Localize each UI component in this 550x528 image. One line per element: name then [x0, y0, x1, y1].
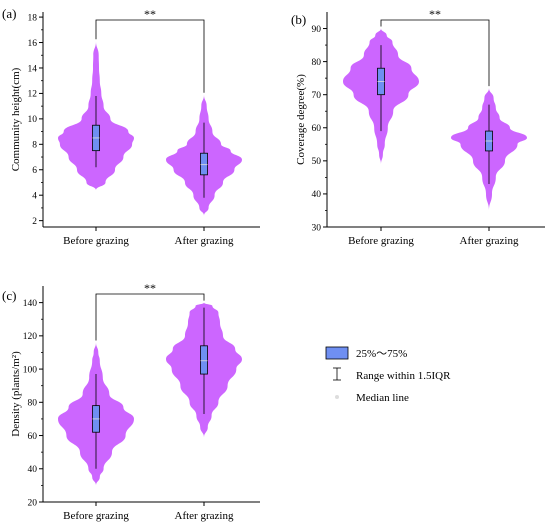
- y-tick-label: 4: [32, 191, 37, 201]
- y-tick-label: 90: [312, 25, 322, 35]
- chart-panel-1: 2 4 6 8 10 12 14 16 18 Community height(cm) (a) Bef…: [2, 6, 260, 247]
- y-tick-label: 20: [28, 498, 38, 508]
- y-tick-label: 2: [32, 217, 37, 227]
- y-tick-label: 16: [28, 39, 38, 49]
- legend-range-label: Range within 1.5IQR: [356, 370, 451, 382]
- y-tick-label: 6: [32, 166, 37, 176]
- y-tick-label: 60: [28, 432, 38, 442]
- x-tick-label: Before grazing: [348, 235, 414, 247]
- y-tick-label: 12: [28, 90, 38, 100]
- y-tick-label: 14: [28, 64, 38, 74]
- y-tick-label: 18: [28, 13, 38, 23]
- chart-panel-2: 30 40 50 60 70 80 90 Coverage degree(%) (b) Befor…: [291, 7, 545, 247]
- legend-range-symbol: [333, 367, 341, 381]
- legend: 25%～75% Range within 1.5IQR Median line: [325, 346, 451, 404]
- y-tick-label: 100: [23, 365, 38, 375]
- iqr-box: [200, 152, 208, 176]
- x-tick-label: Before grazing: [63, 235, 129, 247]
- y-tick-label: 120: [23, 332, 38, 342]
- y-tick-label: 80: [312, 58, 322, 68]
- legend-median-symbol: [335, 395, 339, 399]
- y-tick-label: 40: [28, 465, 38, 475]
- y-axis-label: Community height(cm): [10, 67, 22, 171]
- y-tick-label: 10: [28, 115, 38, 125]
- y-tick-label: 140: [23, 299, 38, 309]
- significance-label: **: [429, 7, 441, 21]
- x-tick-label: After grazing: [460, 235, 519, 247]
- chart-panel-3: 20 40 60 80 100 120 140 Density (plants/m²) (c) B…: [2, 281, 260, 522]
- significance-bracket: [95, 293, 205, 341]
- legend-median-label: Median line: [356, 392, 409, 404]
- significance-bracket: [380, 19, 490, 87]
- legend-box-swatch: [325, 346, 349, 360]
- y-tick-label: 8: [32, 141, 37, 151]
- y-tick-label: 50: [312, 157, 322, 167]
- y-tick-label: 60: [312, 124, 322, 134]
- y-axis-label: Density (plants/m²): [10, 351, 22, 437]
- panel-label: (c): [2, 288, 16, 303]
- y-tick-label: 80: [28, 399, 38, 409]
- y-axis-label: Coverage degree(%): [295, 74, 307, 165]
- y-tick-label: 30: [312, 223, 322, 233]
- x-tick-label: After grazing: [175, 235, 234, 247]
- x-tick-label: After grazing: [175, 510, 234, 522]
- panel-label: (a): [2, 6, 16, 21]
- y-tick-label: 40: [312, 190, 322, 200]
- x-tick-label: Before grazing: [63, 510, 129, 522]
- significance-label: **: [144, 7, 156, 21]
- iqr-box: [200, 345, 208, 375]
- y-tick-label: 70: [312, 91, 322, 101]
- legend-box-label: 25%～75%: [356, 348, 407, 360]
- significance-label: **: [144, 281, 156, 295]
- significance-bracket: [95, 19, 205, 93]
- panel-label: (b): [291, 12, 306, 27]
